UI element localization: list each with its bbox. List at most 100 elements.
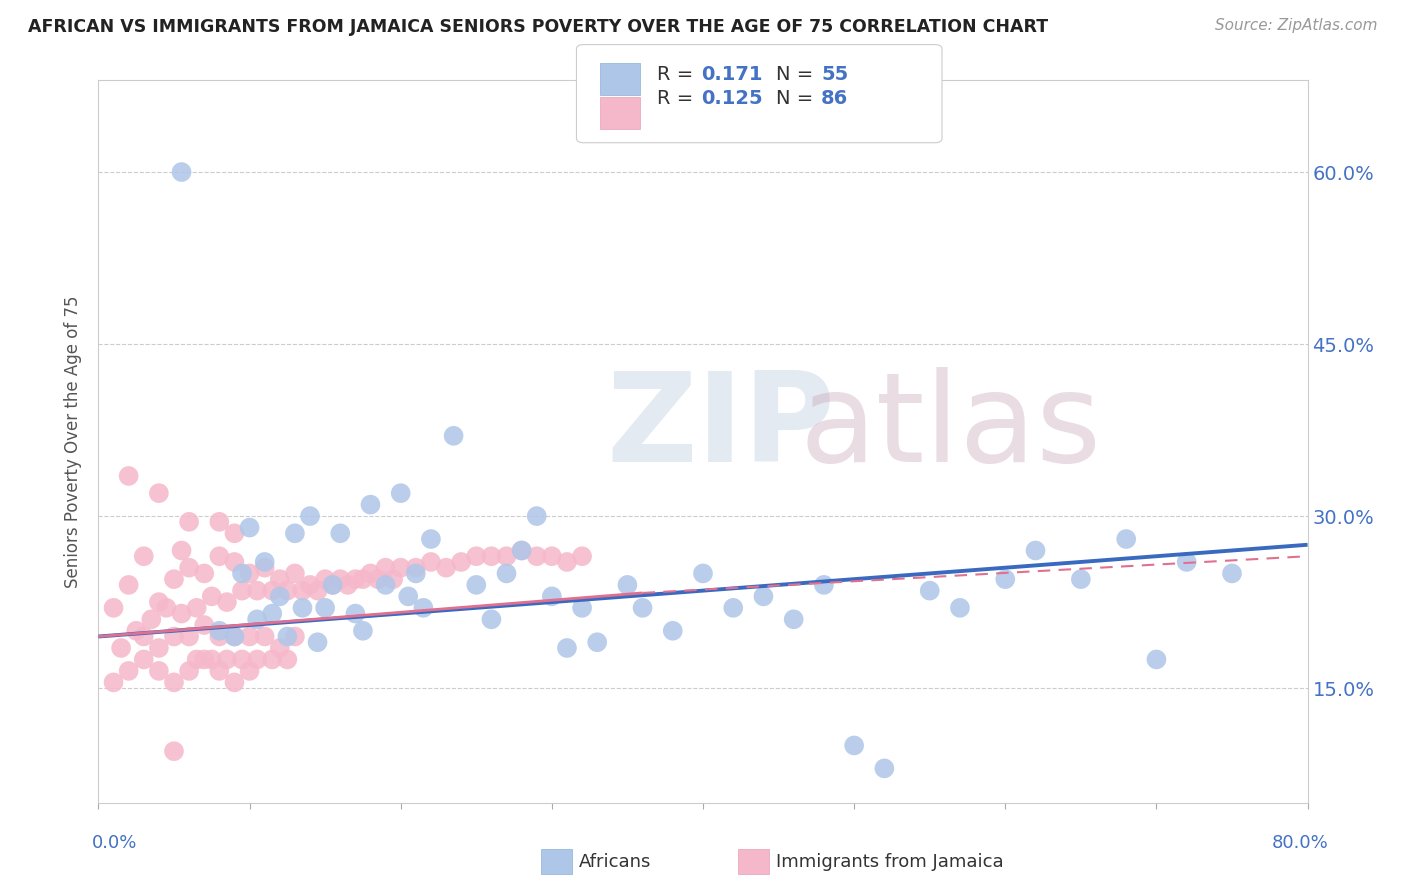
Point [374, 578, 396, 592]
Point [208, 549, 231, 564]
Point [396, 590, 419, 604]
Point [329, 572, 352, 586]
Point [193, 618, 215, 632]
Point [170, 607, 193, 621]
Point [103, 675, 125, 690]
Point [118, 664, 141, 678]
Point [495, 549, 517, 564]
Point [1144, 652, 1167, 666]
Point [284, 566, 307, 581]
Point [405, 566, 427, 581]
Point [540, 549, 562, 564]
Point [262, 652, 284, 666]
Point [110, 640, 132, 655]
Point [179, 560, 201, 574]
Point [103, 600, 125, 615]
Point [246, 583, 269, 598]
Point [148, 640, 170, 655]
Point [186, 600, 208, 615]
Point [179, 515, 201, 529]
Point [224, 555, 246, 569]
Text: Immigrants from Jamaica: Immigrants from Jamaica [776, 853, 1004, 871]
Point [269, 590, 291, 604]
Point [239, 566, 262, 581]
Text: 55: 55 [821, 65, 848, 84]
Point [510, 543, 533, 558]
Point [314, 572, 336, 586]
Text: N =: N = [776, 89, 820, 108]
Text: 0.0%: 0.0% [91, 834, 136, 852]
Point [465, 549, 488, 564]
Point [1220, 566, 1243, 581]
Point [148, 486, 170, 500]
Point [163, 675, 186, 690]
Point [276, 630, 298, 644]
Point [510, 543, 533, 558]
Point [412, 600, 434, 615]
Point [224, 630, 246, 644]
Point [450, 555, 472, 569]
Point [284, 630, 307, 644]
Point [253, 560, 276, 574]
Point [193, 566, 215, 581]
Point [253, 555, 276, 569]
Point [443, 429, 465, 443]
Text: Africans: Africans [579, 853, 651, 871]
Point [118, 469, 141, 483]
Point [208, 624, 231, 638]
Point [276, 583, 298, 598]
Point [262, 607, 284, 621]
Point [239, 520, 262, 534]
Point [239, 630, 262, 644]
Point [661, 624, 683, 638]
Point [224, 526, 246, 541]
Point [374, 560, 396, 574]
Text: 0.125: 0.125 [702, 89, 763, 108]
Point [367, 572, 389, 586]
Point [555, 555, 578, 569]
Point [201, 590, 224, 604]
Point [420, 555, 443, 569]
Point [723, 600, 745, 615]
Point [360, 498, 382, 512]
Point [125, 624, 148, 638]
Point [540, 590, 562, 604]
Point [132, 549, 155, 564]
Point [481, 549, 503, 564]
Point [215, 595, 238, 609]
Point [141, 612, 163, 626]
Point [389, 486, 412, 500]
Point [434, 560, 457, 574]
Point [148, 664, 170, 678]
Point [382, 572, 405, 586]
Text: R =: R = [657, 89, 699, 108]
Point [239, 664, 262, 678]
Y-axis label: Seniors Poverty Over the Age of 75: Seniors Poverty Over the Age of 75 [65, 295, 83, 588]
Point [132, 652, 155, 666]
Point [307, 635, 329, 649]
Point [170, 543, 193, 558]
Point [246, 612, 269, 626]
Point [186, 652, 208, 666]
Point [253, 630, 276, 644]
Point [526, 549, 548, 564]
Point [616, 578, 638, 592]
Point [352, 624, 374, 638]
Point [344, 607, 367, 621]
Point [284, 526, 307, 541]
Text: AFRICAN VS IMMIGRANTS FROM JAMAICA SENIORS POVERTY OVER THE AGE OF 75 CORRELATIO: AFRICAN VS IMMIGRANTS FROM JAMAICA SENIO… [28, 18, 1049, 36]
Point [752, 590, 775, 604]
Point [132, 630, 155, 644]
Point [269, 572, 291, 586]
Point [813, 578, 835, 592]
Point [231, 652, 253, 666]
Point [495, 566, 517, 581]
Point [352, 572, 374, 586]
Point [224, 675, 246, 690]
Point [692, 566, 714, 581]
Point [571, 600, 593, 615]
Point [1070, 572, 1092, 586]
Text: Source: ZipAtlas.com: Source: ZipAtlas.com [1215, 18, 1378, 33]
Point [201, 652, 224, 666]
Point [322, 578, 344, 592]
